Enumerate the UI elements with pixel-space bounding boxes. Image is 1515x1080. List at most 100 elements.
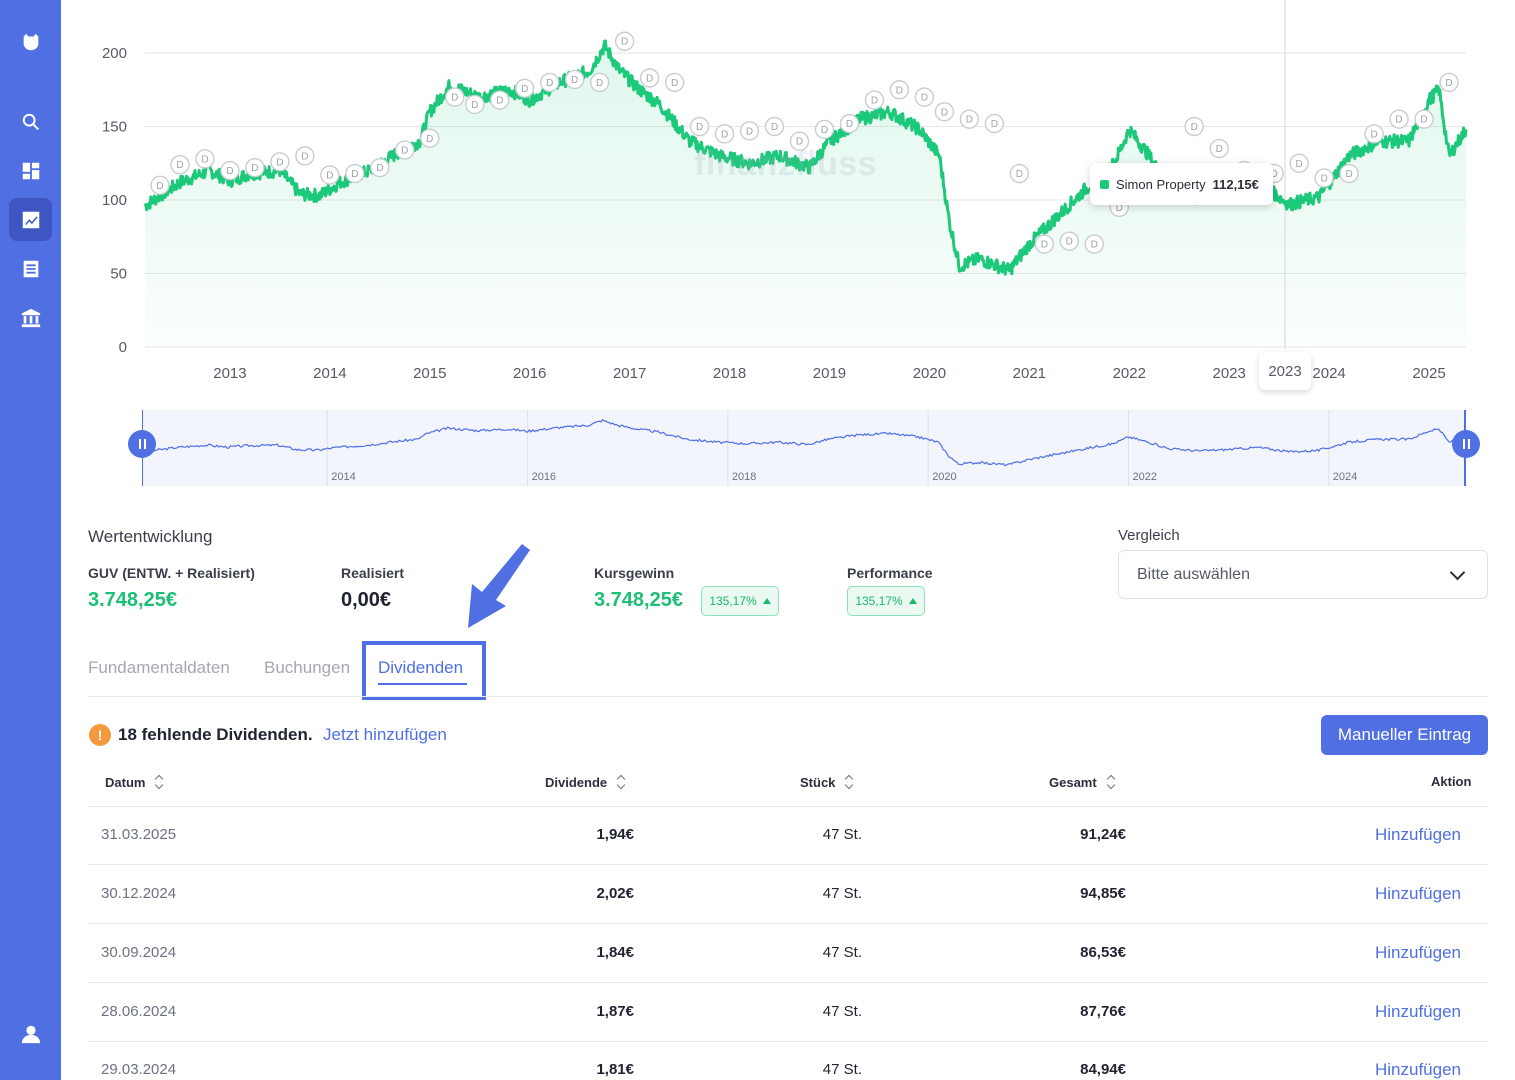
dividend-marker: D	[1209, 138, 1229, 159]
col-header-date[interactable]: Datum	[105, 774, 163, 790]
up-arrow-icon	[762, 598, 771, 604]
dividend-marker: D	[814, 119, 835, 140]
dividend-marker: D	[245, 157, 265, 178]
svg-text:D: D	[771, 122, 778, 133]
svg-text:D: D	[521, 84, 528, 95]
row-dividend: 1,87€	[596, 1003, 634, 1020]
dividend-marker: D	[1314, 168, 1334, 188]
svg-text:D: D	[251, 163, 258, 174]
row-date: 30.12.2024	[101, 885, 177, 902]
dividend-marker: D	[1084, 234, 1104, 254]
svg-text:D: D	[451, 93, 458, 104]
row-total: 87,76€	[1080, 1003, 1126, 1020]
svg-text:D: D	[896, 85, 903, 96]
compare-select[interactable]: Bitte auswählen	[1118, 550, 1488, 599]
svg-text:D: D	[1066, 237, 1073, 248]
series-color-dot	[1100, 179, 1109, 189]
tab-dividenden[interactable]: Dividenden	[378, 658, 464, 677]
dividend-marker: D	[539, 72, 560, 93]
svg-text:D: D	[646, 73, 653, 84]
svg-text:D: D	[301, 151, 308, 162]
dividend-marker: D	[195, 149, 215, 169]
row-total: 84,94€	[1080, 1061, 1126, 1078]
stat-kursgewinn: Kursgewinn 3.748,25€	[594, 565, 683, 612]
dividend-marker: D	[1389, 109, 1409, 129]
x-tick-label: 2017	[613, 365, 646, 382]
stat-realisiert-value: 0,00€	[341, 589, 392, 611]
range-navigator[interactable]: 2014 2016 2018 2020 2022 2024	[128, 410, 1480, 486]
navigator-svg[interactable]: 2014 2016 2018 2020 2022 2024	[142, 410, 1466, 486]
warning-icon: !	[89, 724, 111, 746]
dividend-marker: D	[1184, 116, 1204, 137]
sort-icon	[617, 774, 625, 790]
price-chart-svg[interactable]: 0 50 100 150 200 2013 2014 2015 2016 2017 2018 201…	[61, 0, 1515, 400]
navigator-tick-label: 2014	[331, 471, 355, 483]
dividend-marker: D	[370, 157, 390, 178]
search-icon[interactable]	[9, 100, 52, 143]
svg-text:D: D	[941, 107, 948, 118]
dividend-marker: D	[714, 124, 735, 144]
row-add-button[interactable]: Hinzufügen	[1374, 1060, 1461, 1079]
x-tick-label: 2020	[913, 365, 946, 382]
sidebar	[0, 0, 61, 1080]
dividend-marker: D	[345, 163, 365, 184]
col-header-total-label: Gesamt	[1049, 774, 1097, 790]
stat-performance-label: Performance	[847, 565, 933, 581]
svg-text:D: D	[326, 171, 333, 182]
svg-text:D: D	[156, 181, 163, 192]
add-missing-link[interactable]: Jetzt hinzufügen	[323, 725, 447, 744]
user-icon[interactable]	[9, 1012, 52, 1055]
navigator-handle-left[interactable]	[128, 430, 156, 458]
tab-fundamentaldaten[interactable]: Fundamentaldaten	[88, 658, 230, 677]
logo-icon[interactable]	[9, 20, 52, 63]
row-divider	[88, 923, 1488, 924]
bank-icon[interactable]	[9, 296, 52, 339]
dividend-marker: D	[150, 175, 170, 196]
sort-icon	[1107, 774, 1115, 790]
svg-text:D: D	[401, 146, 408, 157]
missing-dividends-text: 18 fehlende Dividenden.	[118, 725, 313, 744]
manual-entry-button[interactable]: Manueller Eintrag	[1321, 715, 1488, 755]
svg-text:D: D	[796, 137, 803, 148]
dividend-marker: D	[445, 87, 465, 107]
row-add-button[interactable]: Hinzufügen	[1374, 884, 1461, 903]
navigator-line	[142, 418, 1465, 467]
y-tick-label: 50	[110, 266, 127, 283]
col-header-dividend[interactable]: Dividende	[545, 774, 625, 790]
tab-buchungen[interactable]: Buchungen	[264, 658, 351, 677]
navigator-handle-right[interactable]	[1452, 430, 1480, 458]
col-header-total[interactable]: Gesamt	[1049, 774, 1115, 790]
svg-text:D: D	[746, 126, 753, 137]
chart-icon[interactable]	[9, 198, 52, 241]
dividend-marker: D	[1289, 153, 1309, 173]
dividend-marker: D	[764, 116, 785, 137]
row-pieces: 47 St.	[822, 944, 862, 961]
dividend-marker: D	[959, 109, 980, 129]
navigator-tick-label: 2018	[732, 471, 756, 483]
dividend-marker: D	[320, 165, 340, 185]
dividend-marker: D	[614, 31, 635, 51]
stat-guv: GUV (ENTW. + Realisiert) 3.748,25€	[88, 565, 255, 612]
row-add-button[interactable]: Hinzufügen	[1374, 825, 1461, 844]
x-tick-label: 2019	[813, 365, 846, 382]
row-dividend: 1,81€	[596, 1061, 634, 1078]
col-header-pieces[interactable]: Stück	[800, 774, 853, 790]
row-add-button[interactable]: Hinzufügen	[1374, 943, 1461, 962]
compare-label: Vergleich	[1118, 527, 1180, 544]
svg-text:D: D	[1420, 115, 1427, 126]
svg-text:D: D	[621, 37, 628, 48]
row-add-button[interactable]: Hinzufügen	[1374, 1002, 1461, 1021]
dashboard-icon[interactable]	[9, 149, 52, 192]
dividend-marker: D	[689, 116, 710, 137]
x-tick-label: 2018	[713, 365, 746, 382]
col-header-action: Aktion	[1431, 774, 1471, 789]
tooltip-value: 112,15€	[1212, 176, 1259, 192]
col-header-date-label: Datum	[105, 774, 146, 790]
sort-icon	[845, 774, 853, 790]
price-chart[interactable]: 0 50 100 150 200 2013 2014 2015 2016 2017 2018 201…	[61, 0, 1515, 400]
list-icon[interactable]	[9, 247, 52, 290]
dividend-marker: D	[739, 121, 760, 141]
svg-text:D: D	[1041, 240, 1048, 251]
kursgewinn-badge: 135,17%	[701, 586, 779, 616]
svg-text:D: D	[1345, 169, 1352, 180]
